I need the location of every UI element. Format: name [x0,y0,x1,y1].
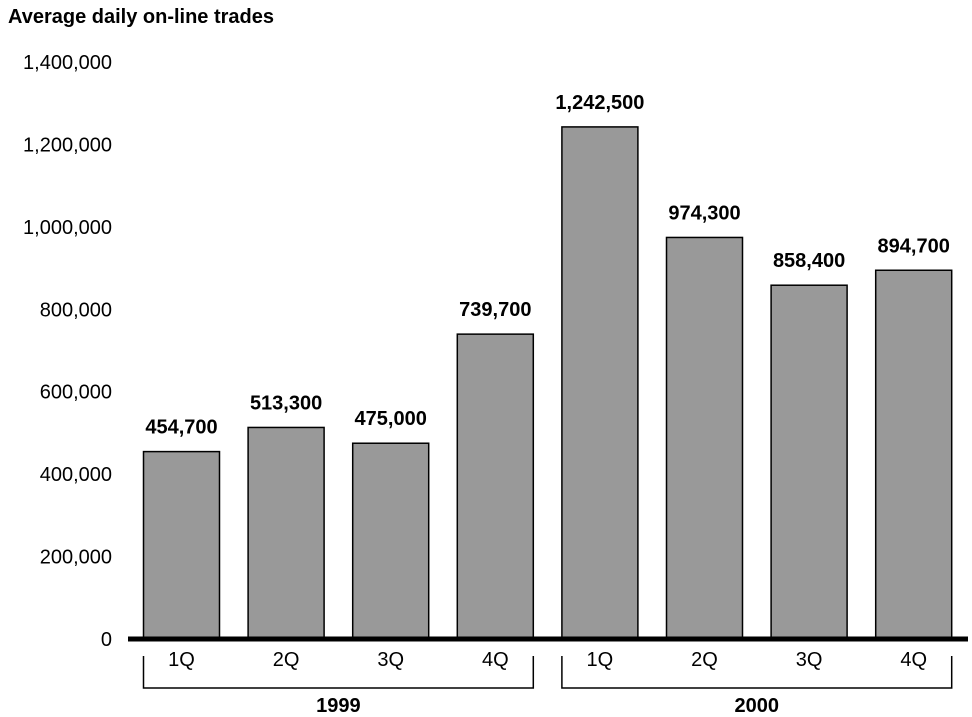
x-tick-label: 2Q [273,649,300,671]
group-bracket [142,656,535,689]
x-tick-label: 3Q [796,649,823,671]
bar [142,450,221,640]
x-tick-label: 4Q [900,649,927,671]
x-tick-label: 3Q [377,649,404,671]
x-tick-label: 1Q [168,649,195,671]
bar-value-label: 974,300 [668,202,740,224]
y-tick-label: 400,000 [40,464,112,486]
y-tick-label: 200,000 [40,547,112,569]
x-tick-label: 1Q [587,649,614,671]
group-label: 1999 [316,695,361,717]
y-tick-label: 1,000,000 [23,217,112,239]
bar-value-label: 739,700 [459,299,531,321]
bar [351,442,430,640]
bar [665,236,744,640]
y-tick-label: 1,400,000 [23,52,112,74]
bar [247,426,325,640]
group-bracket [561,656,953,689]
x-tick-label: 4Q [482,649,509,671]
bar [456,333,535,640]
bar [874,269,953,640]
bar-value-label: 454,700 [145,417,217,439]
y-tick-label: 1,200,000 [23,134,112,156]
bar-value-label: 1,242,500 [555,92,644,114]
bar-value-label: 513,300 [250,392,322,414]
chart-title: Average daily on-line trades [8,6,275,28]
group-label: 2000 [735,695,780,717]
y-tick-label: 0 [101,629,112,651]
bar [770,284,848,640]
x-tick-label: 2Q [691,649,718,671]
y-tick-label: 800,000 [40,299,112,321]
bar [561,126,639,640]
bar-value-label: 858,400 [773,250,845,272]
bar-value-label: 475,000 [355,408,427,430]
bar-value-label: 894,700 [878,235,950,257]
y-tick-label: 600,000 [40,382,112,404]
